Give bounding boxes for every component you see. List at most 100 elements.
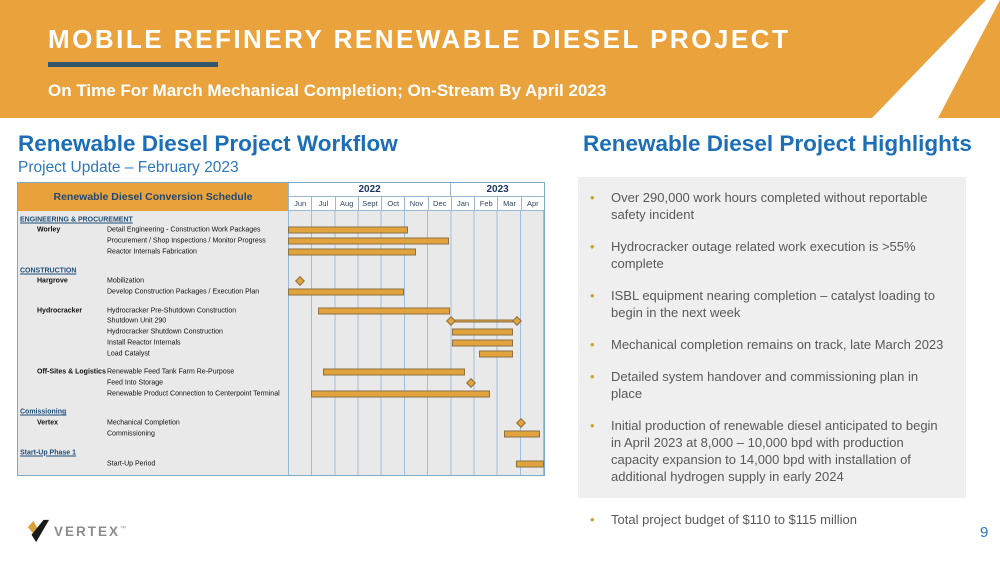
gantt-bar: [288, 237, 449, 245]
gantt-row-label: Worley Detail Engineering - Construction …: [18, 225, 288, 236]
gantt-spacer: [18, 297, 544, 305]
gantt-section-label: ENGINEERING & PROCUREMENT: [20, 216, 133, 223]
gantt-task-label: Commissioning: [107, 430, 155, 438]
gantt-row: Hydrocracker Shutdown Construction: [18, 327, 544, 338]
gantt-milestone-icon: [515, 418, 526, 429]
gantt-section-label: Start-Up Phase 1: [20, 449, 77, 457]
gantt-row: Vertex Mechanical Completion: [18, 418, 544, 429]
gantt-row-label: CONSTRUCTION: [18, 265, 288, 276]
bullet-icon: •: [590, 239, 595, 254]
highlights-item: • Initial production of renewable diesel …: [590, 417, 946, 485]
highlights-item-text: Mechanical completion remains on track, …: [611, 337, 944, 352]
gantt-task-label: Procurement / Shop Inspections / Monitor…: [107, 237, 266, 245]
gantt-row-timeline: [288, 316, 544, 327]
gantt-owner-label: Worley: [37, 226, 61, 234]
gantt-row: Load Catalyst: [18, 348, 544, 359]
gantt-row: Procurement / Shop Inspections / Monitor…: [18, 236, 544, 247]
bullet-icon: •: [590, 512, 595, 527]
workflow-section-subtitle: Project Update – February 2023: [18, 159, 239, 176]
gantt-bar: [478, 350, 513, 358]
gantt-task-label: Install Reactor Internals: [107, 339, 181, 347]
gantt-body: ENGINEERING & PROCUREMENT Worley Detail En…: [18, 211, 544, 475]
gantt-row-timeline: [288, 287, 544, 298]
gantt-row: Feed Into Storage: [18, 377, 544, 389]
gantt-row-label: Install Reactor Internals: [18, 338, 288, 349]
highlights-section-title: Renewable Diesel Project Highlights: [583, 131, 972, 156]
gantt-time-axis: 2022 2023 Jun Jul Aug Sept Oct Nov Dec Jan Feb Mar…: [288, 183, 544, 211]
gantt-task-label: Mobilization: [107, 277, 144, 285]
gantt-year-row: 2022 2023: [289, 183, 544, 197]
gantt-row: Start-Up Period: [18, 458, 544, 469]
bullet-icon: •: [590, 190, 595, 205]
highlights-item-text: Detailed system handover and commissioni…: [611, 369, 919, 401]
gantt-row-label: Load Catalyst: [18, 348, 288, 359]
gantt-row-label: Hydrocracker Shutdown Construction: [18, 327, 288, 338]
highlights-item: • Mechanical completion remains on track,…: [590, 336, 946, 353]
title-underline: [48, 62, 218, 67]
gantt-section-label: CONSTRUCTION: [20, 267, 77, 275]
gantt-row-label: ENGINEERING & PROCUREMENT: [18, 214, 288, 225]
gantt-task-label: Detail Engineering - Construction Work P…: [107, 226, 261, 234]
gantt-chart: Renewable Diesel Conversion Schedule 202…: [17, 182, 545, 476]
month-label: Jun: [289, 197, 313, 210]
highlights-item: • Over 290,000 work hours completed witho…: [590, 189, 946, 223]
gantt-row-timeline: [288, 276, 544, 287]
gantt-row-label: Hargrove Mobilization: [18, 276, 288, 287]
gantt-row-label: Comissioning: [18, 407, 288, 418]
gantt-bar: [318, 307, 450, 315]
gantt-task-label: Load Catalyst: [107, 350, 150, 358]
highlights-item: • ISBL equipment nearing completion – cat…: [590, 287, 946, 321]
gantt-row: Install Reactor Internals: [18, 338, 544, 349]
workflow-section-title: Renewable Diesel Project Workflow: [18, 131, 398, 156]
month-label: Apr: [526, 199, 539, 208]
gantt-task-label: Shutdown Unit 290: [107, 317, 167, 325]
gantt-title: Renewable Diesel Conversion Schedule: [18, 183, 288, 211]
highlights-item-text: Over 290,000 work hours completed withou…: [611, 190, 928, 222]
month-label: Mar: [498, 197, 522, 210]
gantt-row: CONSTRUCTION: [18, 265, 544, 276]
slide-title: MOBILE REFINERY RENEWABLE DIESEL PROJECT: [48, 24, 791, 54]
gantt-row-label: Hydrocracker Hydrocracker Pre-Shutdown Co…: [18, 305, 288, 316]
gantt-row-timeline: [288, 447, 544, 458]
gantt-row-label: Vertex Mechanical Completion: [18, 418, 288, 429]
gantt-owner-label: Hydrocracker: [37, 307, 83, 315]
trademark-symbol: ™: [120, 526, 127, 532]
year-label: 2023: [486, 184, 509, 195]
slide-subtitle: On Time For March Mechanical Completion;…: [48, 81, 607, 100]
gantt-bar: [452, 328, 513, 336]
gantt-bar: [311, 390, 491, 398]
gantt-bar: [450, 319, 518, 323]
gantt-spacer: [18, 359, 544, 367]
highlights-item-text: Initial production of renewable diesel a…: [611, 418, 938, 484]
banner-diagonal-decoration: [872, 0, 1000, 118]
gantt-row-label: Renewable Product Connection to Centerpo…: [18, 388, 288, 399]
month-label: Jan: [452, 197, 476, 210]
gantt-owner-label: Hargrove: [37, 277, 68, 285]
gantt-row: Renewable Product Connection to Centerpo…: [18, 388, 544, 399]
gantt-row-timeline: [288, 236, 544, 247]
vertex-logo-text: VERTEX: [54, 523, 121, 539]
highlights-item: • Hydrocracker outage related work execut…: [590, 238, 946, 272]
gantt-spacer: [18, 439, 544, 447]
gantt-owner-label: Off-Sites & Logistics: [37, 368, 106, 376]
gantt-bar: [504, 430, 541, 438]
gantt-task-label: Feed Into Storage: [107, 379, 164, 387]
highlights-item-text: ISBL equipment nearing completion – cata…: [611, 288, 935, 320]
gantt-row-label: Start-Up Period: [18, 458, 288, 469]
gantt-row: Off-Sites & Logistics Renewable Feed Tank…: [18, 367, 544, 378]
gantt-milestone-icon: [465, 377, 476, 388]
gantt-task-label: Renewable Feed Tank Farm Re-Purpose: [107, 368, 235, 376]
gantt-row: Reactor Internals Fabrication: [18, 246, 544, 257]
highlights-footer-item: • Total project budget of $110 to $115 m…: [578, 511, 966, 528]
gantt-row-timeline: [288, 225, 544, 236]
gantt-row: Commissioning: [18, 429, 544, 440]
gantt-task-label: Hydrocracker Shutdown Construction: [107, 328, 223, 336]
gantt-row-timeline: [288, 265, 544, 276]
header-banner: MOBILE REFINERY RENEWABLE DIESEL PROJECT…: [0, 0, 1000, 118]
gantt-row-timeline: [288, 338, 544, 349]
gantt-bar: [516, 460, 544, 468]
highlights-item-text: Hydrocracker outage related work executi…: [611, 239, 916, 271]
gantt-row-label: Develop Construction Packages / Executio…: [18, 287, 288, 298]
month-label: Jul: [312, 197, 336, 210]
gantt-row: Develop Construction Packages / Executio…: [18, 287, 544, 298]
